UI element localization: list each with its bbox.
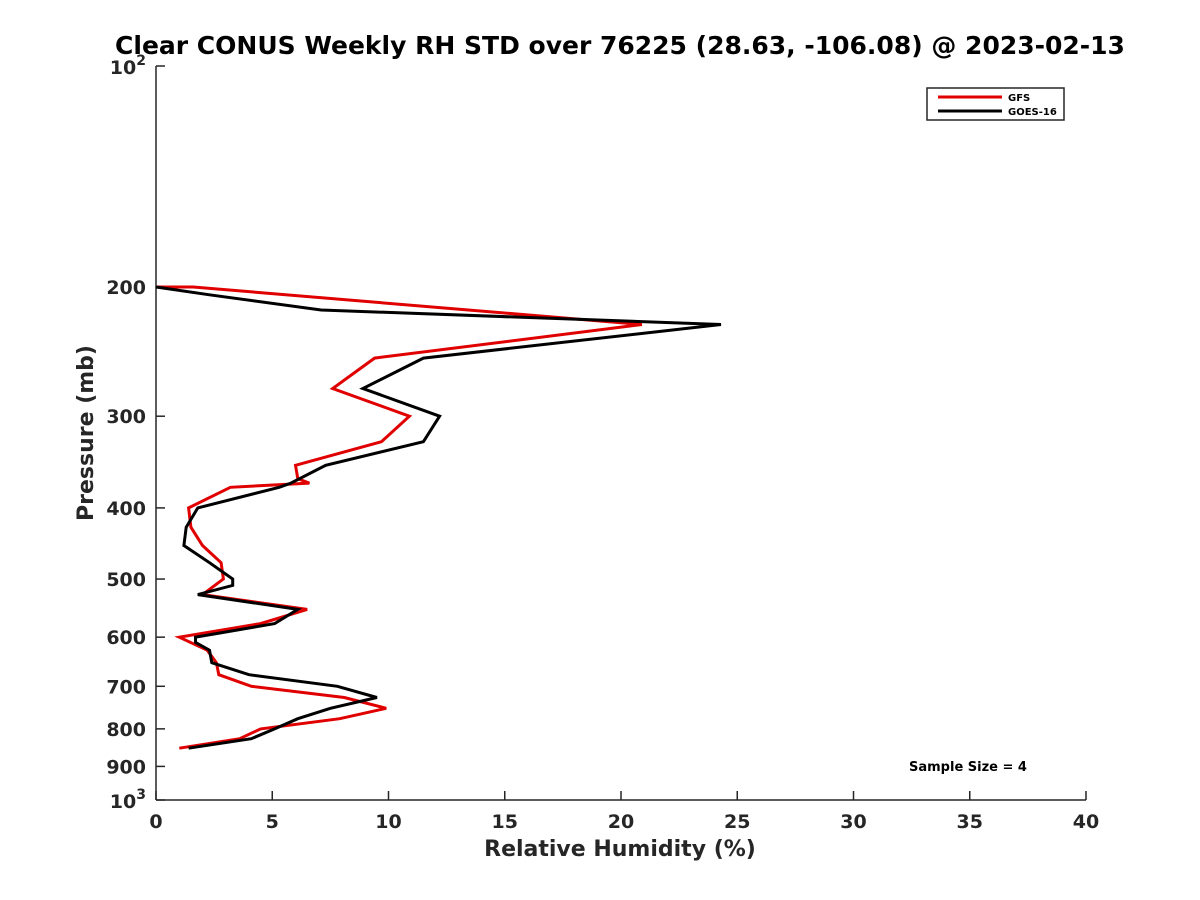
legend-label-gfs: GFS [1008,93,1030,104]
series-lines [155,285,722,750]
x-tick-label: 0 [149,811,162,833]
y-tick-label: 700 [106,676,146,698]
y-tick-label: 400 [106,498,146,520]
legend-label-goes-16: GOES-16 [1008,107,1057,118]
chart-title: Clear CONUS Weekly RH STD over 76225 (28… [115,31,1125,60]
legend-box [926,87,1065,121]
y-tick-label: 600 [106,627,146,649]
x-axis-label: Relative Humidity (%) [484,837,756,862]
x-tick-label: 15 [492,811,518,833]
x-tick-label: 20 [608,811,634,833]
y-axis-label: Pressure (mb) [74,345,99,521]
x-tick-label: 30 [840,811,866,833]
x-tick-label: 35 [957,811,983,833]
y-tick-label: 800 [106,719,146,741]
legend: GFS GOES-16 [926,87,1065,121]
y-tick-end-label: 103 [110,787,146,813]
x-ticks: 0 5 10 15 20 25 30 35 40 [149,791,1099,833]
y-tick-end-label: 102 [110,53,146,79]
y-ticks: 200 300 400 500 600 700 800 900 102 103 [106,53,165,813]
series-line-goes-16 [155,285,722,750]
sample-size-annotation: Sample Size = 4 [909,760,1027,775]
series-line-gfs [156,285,643,750]
x-tick-label: 10 [375,811,401,833]
y-tick-label: 900 [106,756,146,778]
x-tick-label: 25 [724,811,750,833]
x-tick-label: 5 [266,811,279,833]
y-tick-label: 200 [106,277,146,299]
y-tick-label: 500 [106,569,146,591]
y-tick-label: 300 [106,406,146,428]
x-tick-label: 40 [1073,811,1099,833]
plot-area: 0 5 10 15 20 25 30 35 40 200 300 400 500 600 700 800 90… [106,53,1099,833]
